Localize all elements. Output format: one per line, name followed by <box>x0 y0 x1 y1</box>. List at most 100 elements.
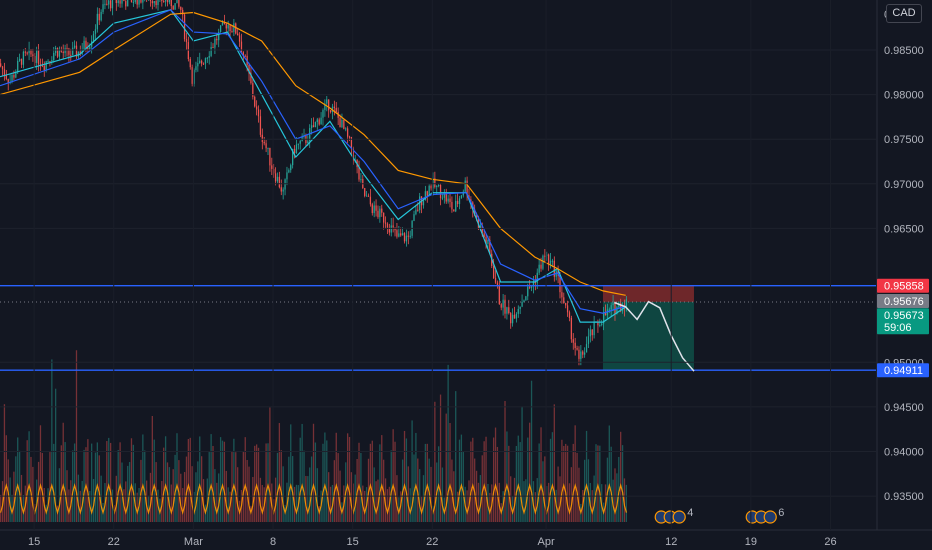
candle-body <box>377 210 379 218</box>
volume-bar <box>280 450 282 522</box>
candle-body <box>104 3 106 5</box>
candle-body <box>210 46 212 56</box>
volume-bar <box>559 476 561 522</box>
candle-body <box>92 33 95 42</box>
candle-body <box>453 209 455 212</box>
volume-bar <box>618 456 620 522</box>
candle-body <box>485 237 487 245</box>
candle-body <box>87 48 89 50</box>
volume-bar <box>214 469 216 522</box>
candle-body <box>293 148 296 154</box>
candle-body <box>85 40 87 49</box>
volume-bar <box>83 449 85 522</box>
candle-body <box>409 235 411 237</box>
volume-bar <box>460 434 463 522</box>
event-count-label: 6 <box>778 507 784 519</box>
projection-path[interactable] <box>614 300 695 372</box>
volume-bar <box>216 482 218 522</box>
volume-bar <box>231 451 233 522</box>
volume-bar <box>593 475 595 522</box>
volume-bar <box>523 481 525 522</box>
volume-bar <box>91 443 93 522</box>
candle-body <box>276 176 279 182</box>
candle-body <box>403 233 406 242</box>
candle-body <box>612 302 614 306</box>
volume-bar <box>415 432 417 522</box>
candle-body <box>254 96 256 107</box>
candle-body <box>62 51 64 53</box>
volume-bar <box>202 479 205 522</box>
volume-bar <box>237 467 239 522</box>
moving-average-line <box>0 11 626 296</box>
volume-bar <box>274 477 277 522</box>
candle-body <box>398 233 400 237</box>
volume-bar <box>585 430 588 522</box>
candle-body <box>269 147 271 166</box>
volume-bar <box>62 422 64 522</box>
volume-bar <box>335 432 337 522</box>
time-tick-label: Apr <box>538 536 555 548</box>
volume-bar <box>75 350 78 522</box>
volume-bar <box>386 489 389 522</box>
price-axis[interactable]: 0.985000.980000.975000.970000.965000.950… <box>0 0 924 530</box>
take-profit-zone[interactable] <box>602 301 694 371</box>
candle-body <box>563 297 565 304</box>
candle-body <box>364 188 366 196</box>
candle-body <box>164 0 167 2</box>
candle-body <box>602 311 605 324</box>
currency-badge[interactable]: CAD <box>886 4 922 23</box>
price-tick-label: 0.96500 <box>884 223 924 235</box>
candle-body <box>341 120 343 128</box>
candle-body <box>187 42 190 60</box>
candle-body <box>75 45 78 57</box>
candle-body <box>261 134 263 142</box>
volume-bar <box>180 473 182 522</box>
position-zones[interactable] <box>602 285 694 371</box>
candle-body <box>45 61 47 71</box>
candle-body <box>439 184 442 198</box>
volume-bar <box>360 453 362 522</box>
candle-body <box>424 191 427 200</box>
volume-bar <box>219 437 222 522</box>
volume-bar <box>625 484 628 522</box>
volume-bar <box>570 467 573 522</box>
candle-body <box>348 136 351 138</box>
candle-body <box>130 0 133 3</box>
volume-bar <box>288 456 290 522</box>
economic-event-icon[interactable] <box>672 510 686 524</box>
candle-body <box>109 0 112 9</box>
price-tag-label: 0.95858 <box>884 281 924 293</box>
candle-body <box>585 343 588 353</box>
projected-path-line[interactable] <box>614 300 695 372</box>
candle-body <box>111 0 114 9</box>
candle-body <box>614 302 616 315</box>
candle-body <box>494 278 497 283</box>
candle-body <box>540 264 542 269</box>
candle-body <box>3 69 6 76</box>
volume-bar <box>337 453 339 522</box>
volume-bar <box>364 490 366 522</box>
candle-body <box>346 128 349 137</box>
candle-body <box>191 67 193 84</box>
economic-event-icon[interactable] <box>763 510 777 524</box>
volume-bar <box>358 442 360 522</box>
volume-bar <box>51 359 53 522</box>
volume-bar <box>53 443 55 522</box>
candle-body <box>430 185 432 189</box>
volume-bar <box>292 456 294 522</box>
candle-body <box>618 303 620 308</box>
candle-body <box>570 317 573 340</box>
candle-body <box>56 47 59 57</box>
candle-body <box>574 342 576 349</box>
horizontal-lines[interactable] <box>0 285 876 371</box>
candle-body <box>77 51 80 57</box>
candle-body <box>455 200 457 212</box>
volume-bar <box>377 479 379 522</box>
candle-body <box>13 75 15 78</box>
candle-body <box>460 195 463 199</box>
volume-bar <box>254 445 256 522</box>
candle-body <box>401 233 404 236</box>
